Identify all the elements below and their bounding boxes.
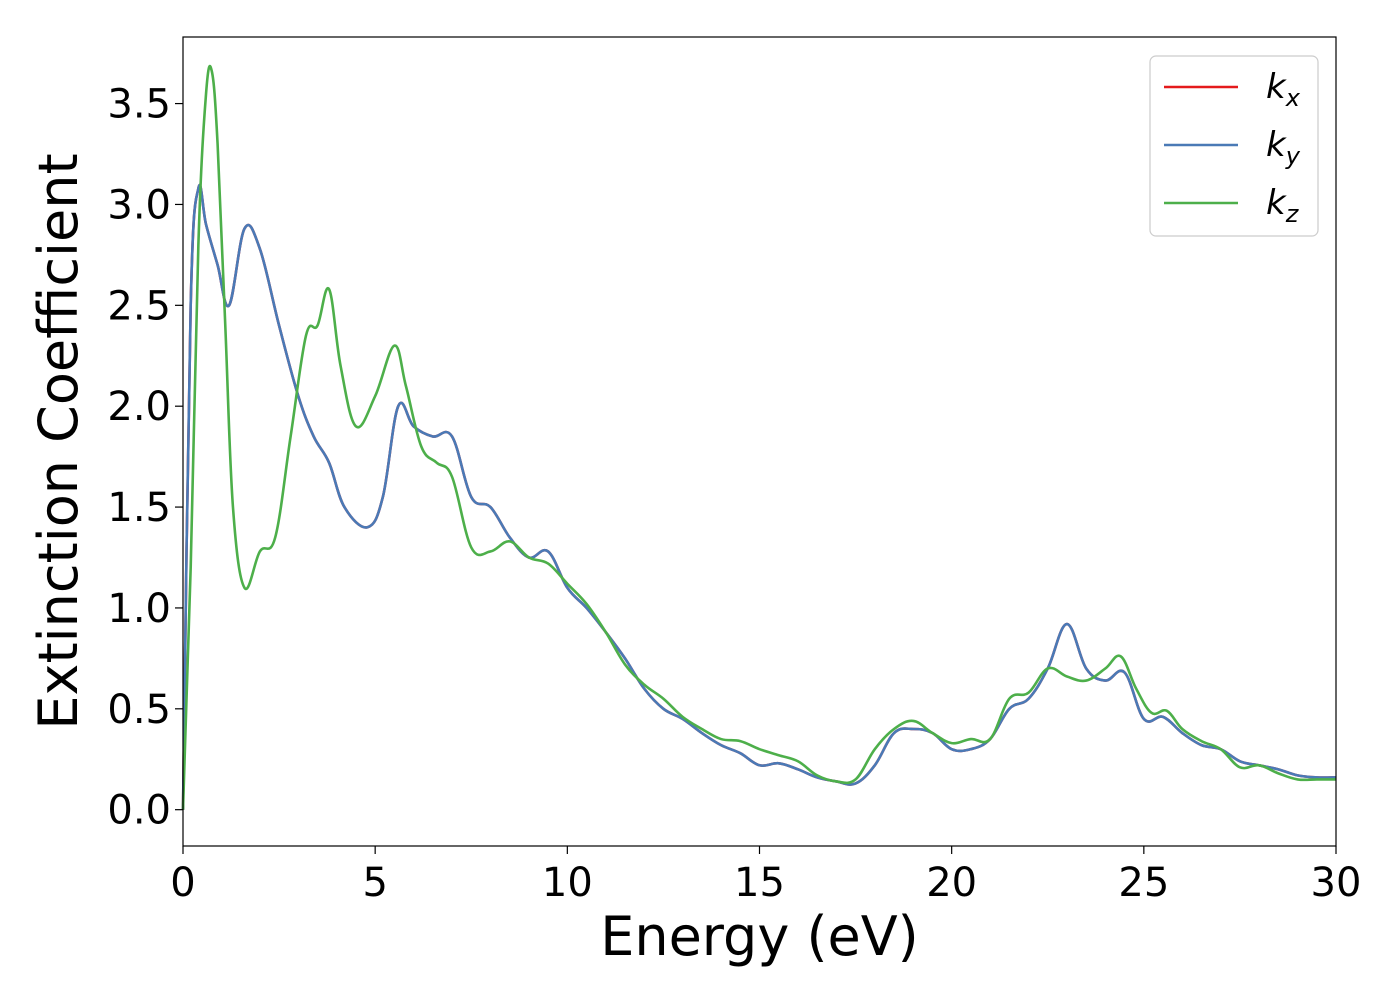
series-group	[181, 64, 1337, 810]
legend-label-kx: kx	[1266, 67, 1301, 112]
y-tick-label: 0.5	[107, 687, 171, 733]
series-line-kz	[181, 64, 1336, 810]
y-axis: 0.0 0.5 1.0 1.5 2.0 2.5 3.0 3.5	[107, 82, 183, 834]
x-tick-label: 15	[734, 860, 785, 906]
x-tick-label: 20	[926, 860, 977, 906]
x-axis-label: Energy (eV)	[600, 905, 919, 968]
x-tick-label: 0	[170, 860, 195, 906]
legend: kx ky kz	[1149, 55, 1319, 237]
y-tick-label: 0.0	[107, 788, 171, 834]
y-tick-label: 2.5	[107, 283, 171, 329]
legend-label-kz: kz	[1266, 183, 1300, 228]
x-tick-label: 10	[542, 860, 593, 906]
legend-label-ky: ky	[1266, 125, 1301, 170]
y-axis-label: Extinction Coefficient	[27, 153, 90, 729]
y-tick-label: 2.0	[107, 384, 171, 430]
y-tick-label: 3.0	[107, 182, 171, 228]
series-line-ky	[181, 183, 1337, 810]
y-tick-label: 1.5	[107, 485, 171, 531]
x-tick-label: 30	[1311, 860, 1362, 906]
x-axis: 0 5 10 15 20 25 30	[170, 846, 1361, 906]
x-tick-label: 25	[1118, 860, 1169, 906]
y-tick-label: 3.5	[107, 82, 171, 128]
x-tick-label: 5	[362, 860, 387, 906]
y-tick-label: 1.0	[107, 586, 171, 632]
